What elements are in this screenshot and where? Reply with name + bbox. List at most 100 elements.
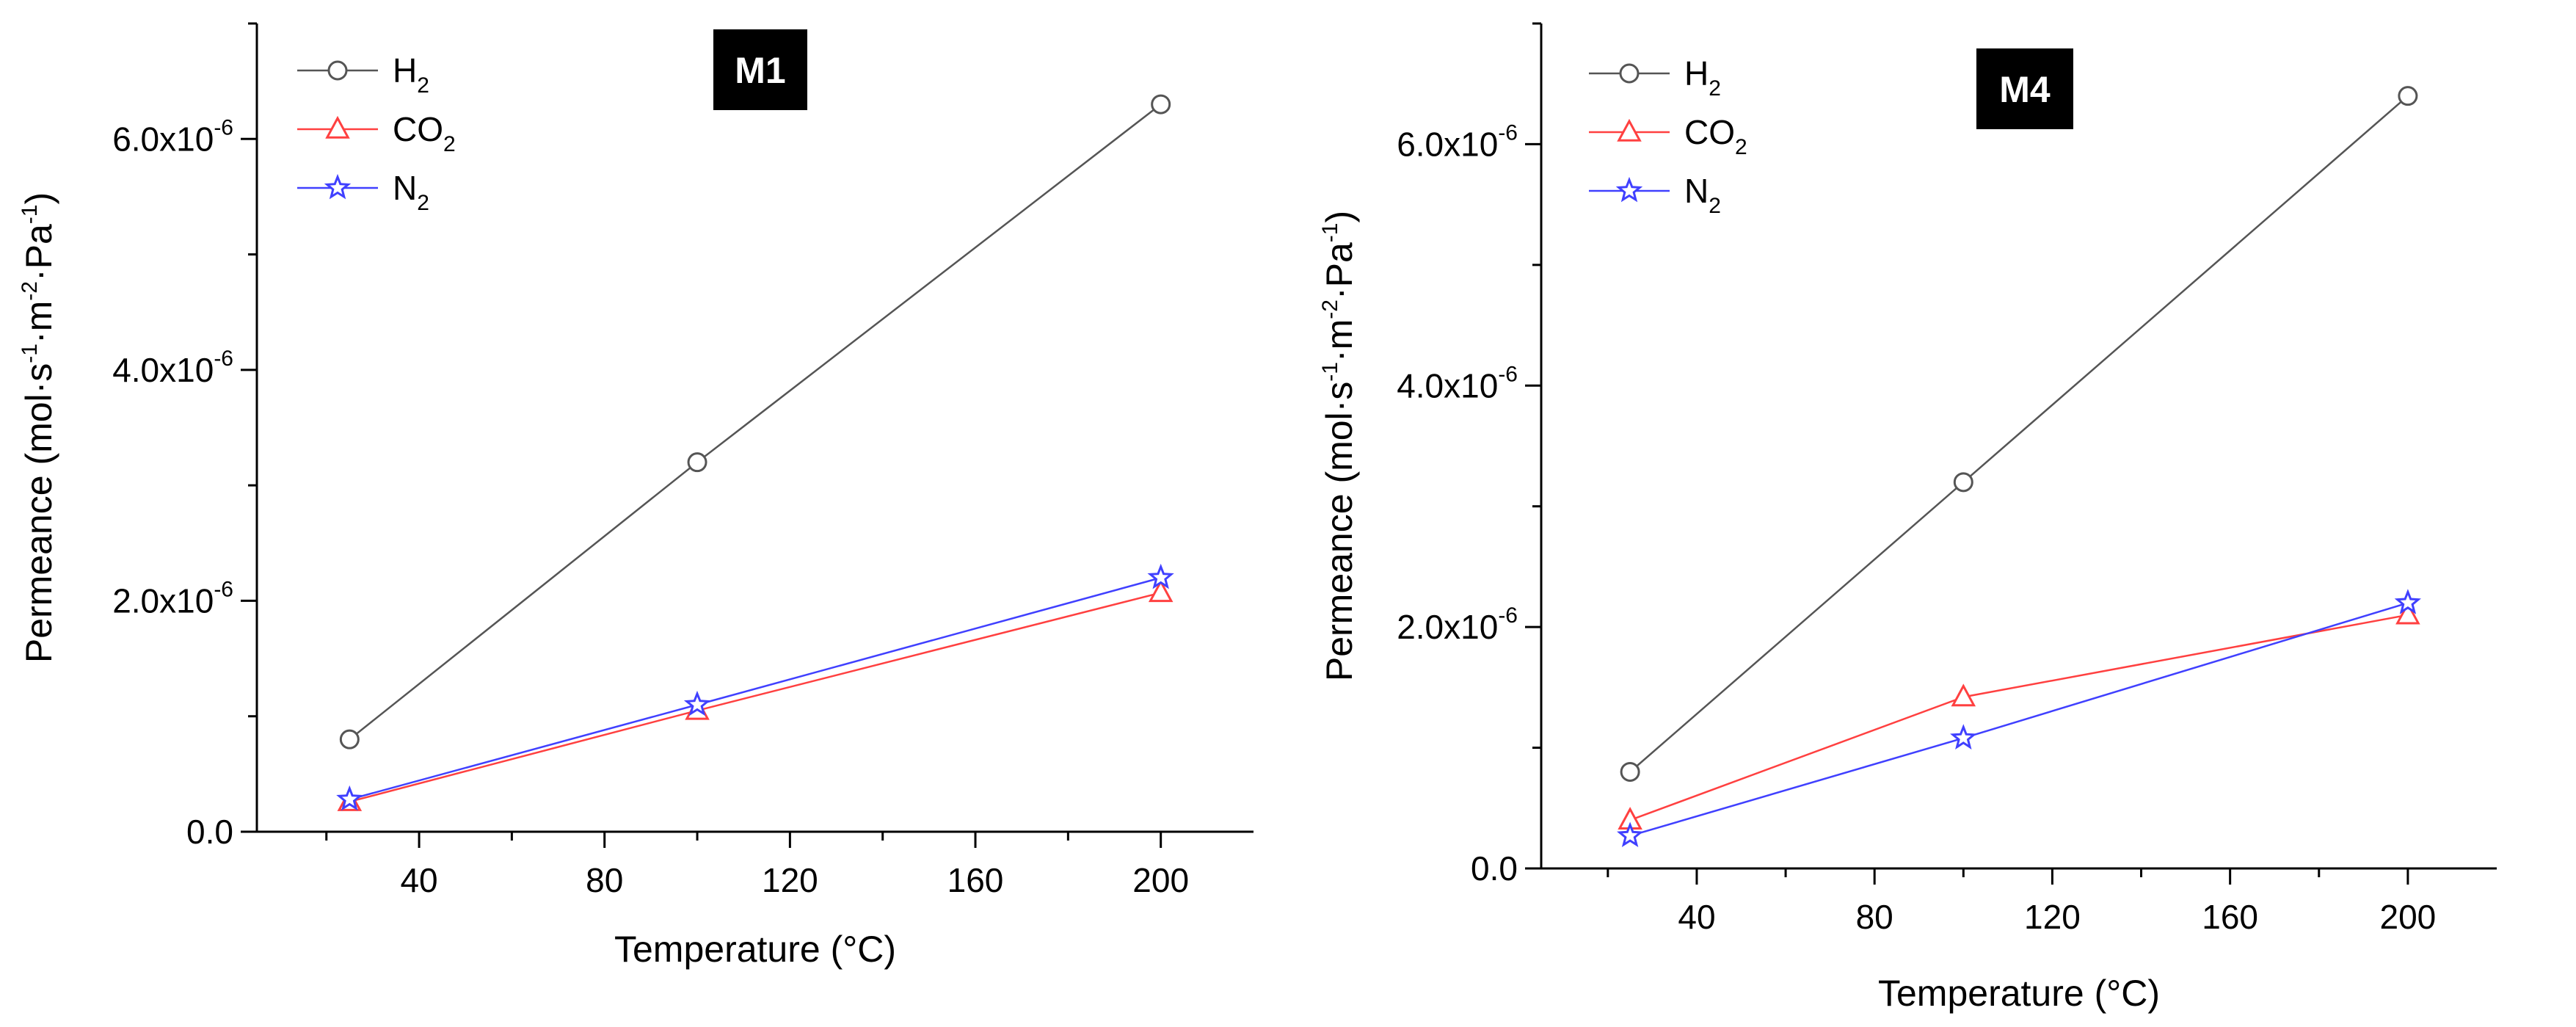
legend-marker <box>324 173 352 200</box>
legend-label-name: CO <box>1684 113 1735 151</box>
y-tick-label: 6.0x10-6 <box>112 115 233 158</box>
series-h2 <box>1620 86 2418 782</box>
panel-tag: M1 <box>713 29 807 110</box>
legend-marker <box>1617 118 1642 142</box>
legend-entry: H2 <box>1589 54 1721 101</box>
y-axis-title-exponent: -2 <box>1318 300 1342 319</box>
data-point <box>2398 86 2418 106</box>
x-tick-label: 120 <box>762 861 818 899</box>
y-axis-title-part: Permeance (mol·s <box>18 363 59 663</box>
legend-label-name: CO <box>393 110 443 148</box>
y-axis-title-part: ) <box>18 192 59 205</box>
x-tick-label: 200 <box>2380 898 2437 936</box>
y-tick-label-exponent: -6 <box>1498 120 1518 145</box>
series-n2 <box>1617 589 2421 848</box>
data-point <box>2394 589 2421 614</box>
panel-tag: M4 <box>1976 48 2073 129</box>
legend-label-subscript: 2 <box>1709 194 1721 218</box>
x-axis-title: Temperature (°C) <box>1878 973 2160 1014</box>
data-point <box>687 452 707 473</box>
y-axis-title-part: ·m <box>1319 319 1360 362</box>
y-axis-title-exponent: -1 <box>18 205 42 225</box>
legend-label: H2 <box>393 51 429 98</box>
chart-panel-m4: 40 80 120 160 2000.02.0x10-64.0x10-66.0x10-6… <box>1318 22 2497 1014</box>
data-point <box>1620 761 1640 782</box>
legend-label-subscript: 2 <box>1709 76 1721 101</box>
legend-label-name: H <box>393 51 417 90</box>
series-line <box>1629 614 2409 821</box>
legend-label-subscript: 2 <box>443 132 456 156</box>
y-tick-label: 0.0 <box>1471 849 1518 888</box>
legend-marker <box>325 115 350 139</box>
y-tick-label-exponent: -6 <box>214 115 233 139</box>
data-point <box>683 690 711 716</box>
data-point <box>1151 94 1171 115</box>
x-axis-title: Temperature (°C) <box>614 929 896 970</box>
series-line <box>1629 95 2409 773</box>
y-tick-label-base: 6.0x10 <box>112 120 214 158</box>
data-point <box>336 785 363 811</box>
data-point <box>1617 821 1644 848</box>
x-tick-label: 160 <box>947 861 1004 899</box>
panel-tag-label: M4 <box>1999 69 2051 110</box>
y-axis-title-exponent: -1 <box>18 344 42 363</box>
data-point <box>1148 579 1174 603</box>
data-point <box>1951 683 1976 707</box>
legend-entry: CO2 <box>1589 113 1747 159</box>
legend-label: H2 <box>1684 54 1721 101</box>
legend-label-subscript: 2 <box>1735 135 1747 159</box>
y-tick-label-base: 2.0x10 <box>1397 608 1498 646</box>
y-tick-label: 2.0x10-6 <box>112 577 233 620</box>
panel-tag-box <box>1976 48 2073 129</box>
y-tick-label-exponent: -6 <box>214 346 233 371</box>
legend-label-name: H <box>1684 54 1709 92</box>
y-tick-label-base: 0.0 <box>1471 849 1518 888</box>
data-point <box>1147 563 1174 589</box>
x-tick-label: 40 <box>1678 898 1715 936</box>
y-axis-title: Permeance (mol·s-1·m-2·Pa-1) <box>1318 211 1360 681</box>
y-tick-label-base: 0.0 <box>186 813 233 851</box>
series-h2 <box>339 94 1171 750</box>
x-tick-label: 200 <box>1132 861 1189 899</box>
series-co2 <box>337 579 1174 811</box>
y-tick-label: 6.0x10-6 <box>1397 120 1518 163</box>
series-line <box>349 104 1162 741</box>
y-tick-label-base: 6.0x10 <box>1397 125 1498 163</box>
legend-marker <box>1615 176 1643 203</box>
y-axis-title-part: ·Pa <box>18 224 59 281</box>
y-tick-label: 2.0x10-6 <box>1397 603 1518 646</box>
y-axis-title-exponent: -1 <box>1318 223 1342 243</box>
x-tick-label: 80 <box>586 861 623 899</box>
series-co2 <box>1618 601 2420 830</box>
y-axis-title-part: ·m <box>18 301 59 344</box>
panel-tag-box <box>713 29 807 110</box>
panel-tag-label: M1 <box>735 50 785 91</box>
series-line <box>349 592 1162 803</box>
y-tick-label-base: 4.0x10 <box>1397 366 1498 404</box>
legend-label-name: N <box>1684 172 1709 210</box>
y-axis-title-part: ·Pa <box>1319 242 1360 300</box>
y-axis-title-part: Permeance (mol·s <box>1319 382 1360 681</box>
y-axis-title-exponent: -2 <box>18 281 42 301</box>
x-tick-label: 160 <box>2202 898 2258 936</box>
data-point <box>2395 601 2420 625</box>
legend-marker <box>1619 63 1640 84</box>
data-point <box>339 729 360 750</box>
series-line <box>349 576 1162 801</box>
data-point <box>1950 724 1977 750</box>
legend-entry: H2 <box>297 51 429 98</box>
y-tick-label-base: 2.0x10 <box>112 581 214 620</box>
y-tick-label-exponent: -6 <box>214 577 233 601</box>
chart-panel-m1: 40 80 120 160 2000.02.0x10-64.0x10-66.0x10-6… <box>18 22 1254 970</box>
legend-label: N2 <box>1684 172 1721 218</box>
legend-entry: N2 <box>1589 172 1721 218</box>
y-tick-label: 4.0x10-6 <box>112 346 233 389</box>
legend-entry: CO2 <box>297 110 456 156</box>
y-tick-label-exponent: -6 <box>1498 362 1518 386</box>
y-axis-title-exponent: -1 <box>1318 362 1342 382</box>
legend-label-subscript: 2 <box>417 191 429 215</box>
y-tick-label: 4.0x10-6 <box>1397 362 1518 404</box>
y-axis-title: Permeance (mol·s-1·m-2·Pa-1) <box>18 192 59 663</box>
legend-label: CO2 <box>1684 113 1747 159</box>
y-tick-label: 0.0 <box>186 813 233 851</box>
